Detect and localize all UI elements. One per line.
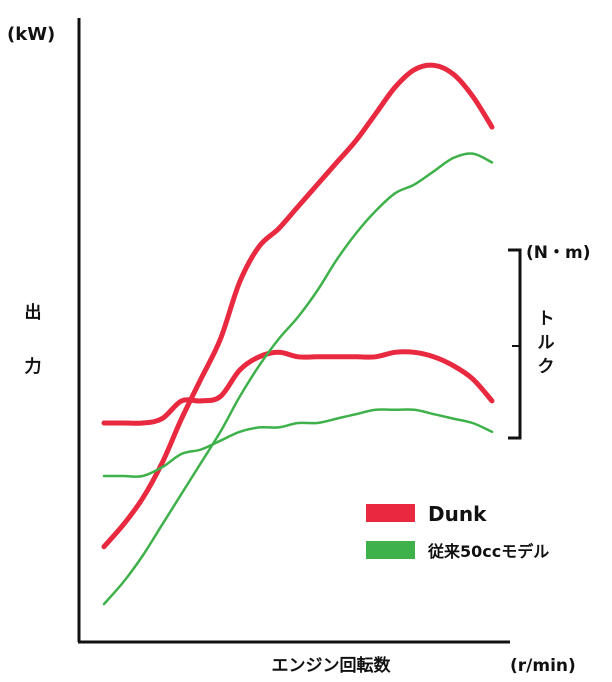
left-axis-label-char-2: 力 — [25, 356, 42, 377]
x-axis-label: エンジン回転数 — [272, 655, 392, 676]
conventional-torque-line — [102, 408, 494, 478]
right-axis-label-char-1: ト — [538, 309, 555, 329]
legend-label-dunk: Dunk — [428, 502, 487, 526]
series-layer — [101, 62, 495, 606]
right-axis-label-char-3: ク — [538, 357, 555, 377]
legend-swatch-conventional — [366, 541, 415, 559]
right-axis-label-char-2: ル — [538, 333, 555, 353]
legend-label-conventional: 従来50ccモデル — [427, 542, 549, 561]
conventional-power-line — [102, 152, 494, 606]
legend: Dunk 従来50ccモデル — [366, 502, 549, 561]
torque-bracket — [508, 248, 522, 440]
legend-swatch-dunk — [366, 504, 415, 522]
dunk-torque-line — [101, 349, 495, 426]
dunk-power-line — [101, 62, 495, 550]
left-axis-unit: (kW) — [7, 24, 55, 45]
left-axis-label-char-1: 出 — [25, 302, 42, 323]
x-axis-unit: (r/min) — [510, 656, 576, 676]
right-axis-unit: (N・m) — [526, 243, 590, 263]
